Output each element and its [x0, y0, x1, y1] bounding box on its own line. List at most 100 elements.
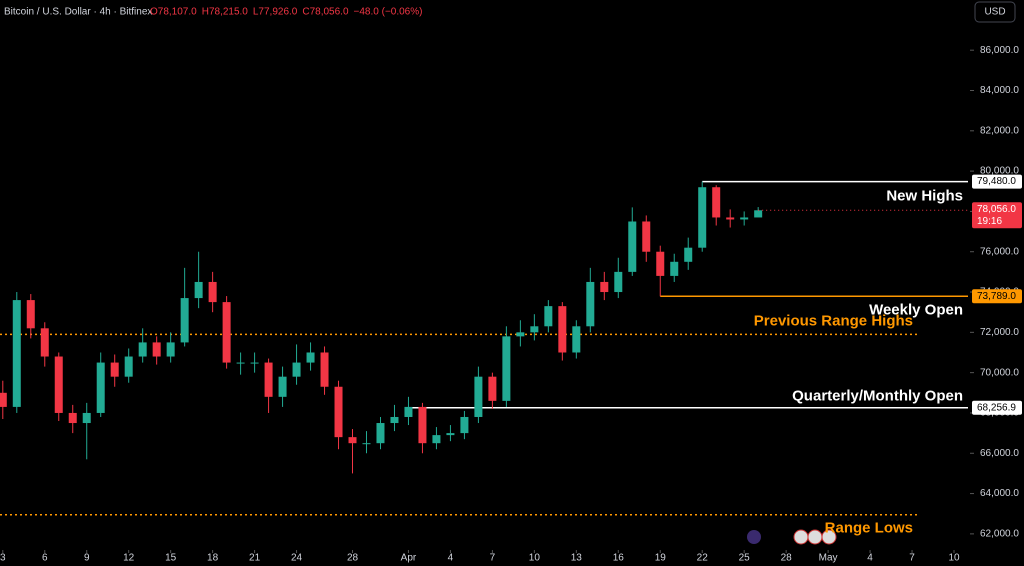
candle-body: [600, 281, 609, 293]
event-icon[interactable]: [807, 529, 823, 545]
x-tick-label: 13: [571, 553, 583, 564]
candle-body: [26, 300, 35, 329]
candle-body: [656, 251, 665, 276]
price-tag-label: 79,480.0: [977, 176, 1016, 187]
x-tick-label: 7: [909, 553, 915, 564]
x-tick-label: 9: [84, 553, 90, 564]
x-tick-label: 24: [291, 553, 303, 564]
candle-body: [40, 328, 49, 357]
x-tick-label: 4: [867, 553, 873, 564]
x-tick-label: 6: [42, 553, 48, 564]
candle-body: [460, 416, 469, 434]
candle-body: [530, 326, 539, 333]
x-tick-label: 19: [655, 553, 667, 564]
candle-body: [222, 302, 231, 363]
last-price-tag: [972, 202, 1022, 229]
candle-body: [642, 221, 651, 252]
x-tick-label: 10: [529, 553, 541, 564]
event-icon[interactable]: [821, 529, 837, 545]
candle-body: [432, 435, 441, 444]
ohlc-value: −48.0 (−0.06%): [354, 7, 423, 18]
price-tag: [972, 289, 1022, 304]
y-tick-label: 76,000.0: [980, 246, 1019, 257]
price-tag-label: 73,789.0: [977, 291, 1016, 302]
candle-body: [572, 326, 581, 353]
y-tick-label: 62,000.0: [980, 529, 1019, 540]
candle-body: [474, 376, 483, 417]
candle-body: [82, 412, 91, 424]
candle-body: [698, 187, 707, 248]
candle-body: [320, 352, 329, 387]
candle-body: [684, 247, 693, 262]
candle-body: [712, 187, 721, 218]
price-tag: [972, 400, 1022, 415]
ohlc-value: L77,926.0: [253, 7, 298, 18]
candle-body: [264, 362, 273, 397]
candle-body: [96, 362, 105, 413]
x-tick-label: 22: [697, 553, 709, 564]
candle-body: [740, 217, 749, 220]
candle-body: [670, 261, 679, 276]
x-tick-label: May: [819, 553, 838, 564]
candle-body: [68, 412, 77, 424]
event-icon[interactable]: [793, 529, 809, 545]
x-tick-label: 4: [448, 553, 454, 564]
candle-body: [726, 217, 735, 220]
candle-body: [124, 356, 133, 377]
last-price-label: 78,056.0: [977, 204, 1016, 215]
x-tick-label: 10: [948, 553, 960, 564]
event-icon[interactable]: [747, 530, 761, 544]
level-label: Weekly Open: [869, 301, 963, 318]
candle-body: [404, 406, 413, 417]
candle-body: [334, 386, 343, 438]
candle-body: [628, 221, 637, 272]
currency-button[interactable]: [974, 1, 1016, 23]
x-tick-label: 25: [739, 553, 751, 564]
candle-body: [194, 281, 203, 299]
x-tick-label: 21: [249, 553, 261, 564]
x-tick-label: 12: [123, 553, 135, 564]
y-tick-label: 64,000.0: [980, 488, 1019, 499]
candle-body: [488, 376, 497, 401]
candle-body: [12, 300, 21, 407]
candle-body: [614, 271, 623, 293]
candle-body: [152, 342, 161, 357]
candle-body: [446, 433, 455, 436]
candle-body: [180, 298, 189, 343]
candle-body: [516, 332, 525, 337]
candle-body: [54, 356, 63, 413]
x-tick-label: 3: [0, 553, 6, 564]
level-label: Previous Range Highs: [754, 312, 913, 329]
level-label: Quarterly/Monthly Open: [792, 388, 963, 405]
candle-body: [362, 443, 371, 445]
candle-body: [166, 342, 175, 357]
candle-body: [0, 392, 7, 407]
candle-body: [390, 416, 399, 424]
candle-body: [376, 423, 385, 444]
x-tick-label: 28: [781, 553, 793, 564]
price-tag: [972, 174, 1022, 189]
y-tick-label: 70,000.0: [980, 367, 1019, 378]
candle-body: [208, 281, 217, 303]
candle-body: [292, 362, 301, 377]
x-tick-label: 18: [207, 553, 219, 564]
level-label: Range Lows: [825, 520, 913, 537]
price-tag-label: 68,256.9: [977, 402, 1016, 413]
candle-body: [250, 362, 259, 364]
candle-body: [754, 210, 763, 218]
x-tick-label: 7: [490, 553, 496, 564]
candle-body: [586, 281, 595, 327]
candle-body: [110, 362, 119, 377]
candle-body: [418, 406, 427, 444]
currency[interactable]: USD: [984, 7, 1005, 18]
y-tick-label: 86,000.0: [980, 45, 1019, 56]
candle-body: [558, 306, 567, 353]
candle-body: [348, 437, 357, 444]
candle-body: [306, 352, 315, 363]
candle-body: [502, 336, 511, 401]
candle-body: [236, 362, 245, 364]
y-tick-label: 82,000.0: [980, 125, 1019, 136]
countdown: 19:16: [977, 216, 1002, 227]
candle-body: [544, 306, 553, 327]
